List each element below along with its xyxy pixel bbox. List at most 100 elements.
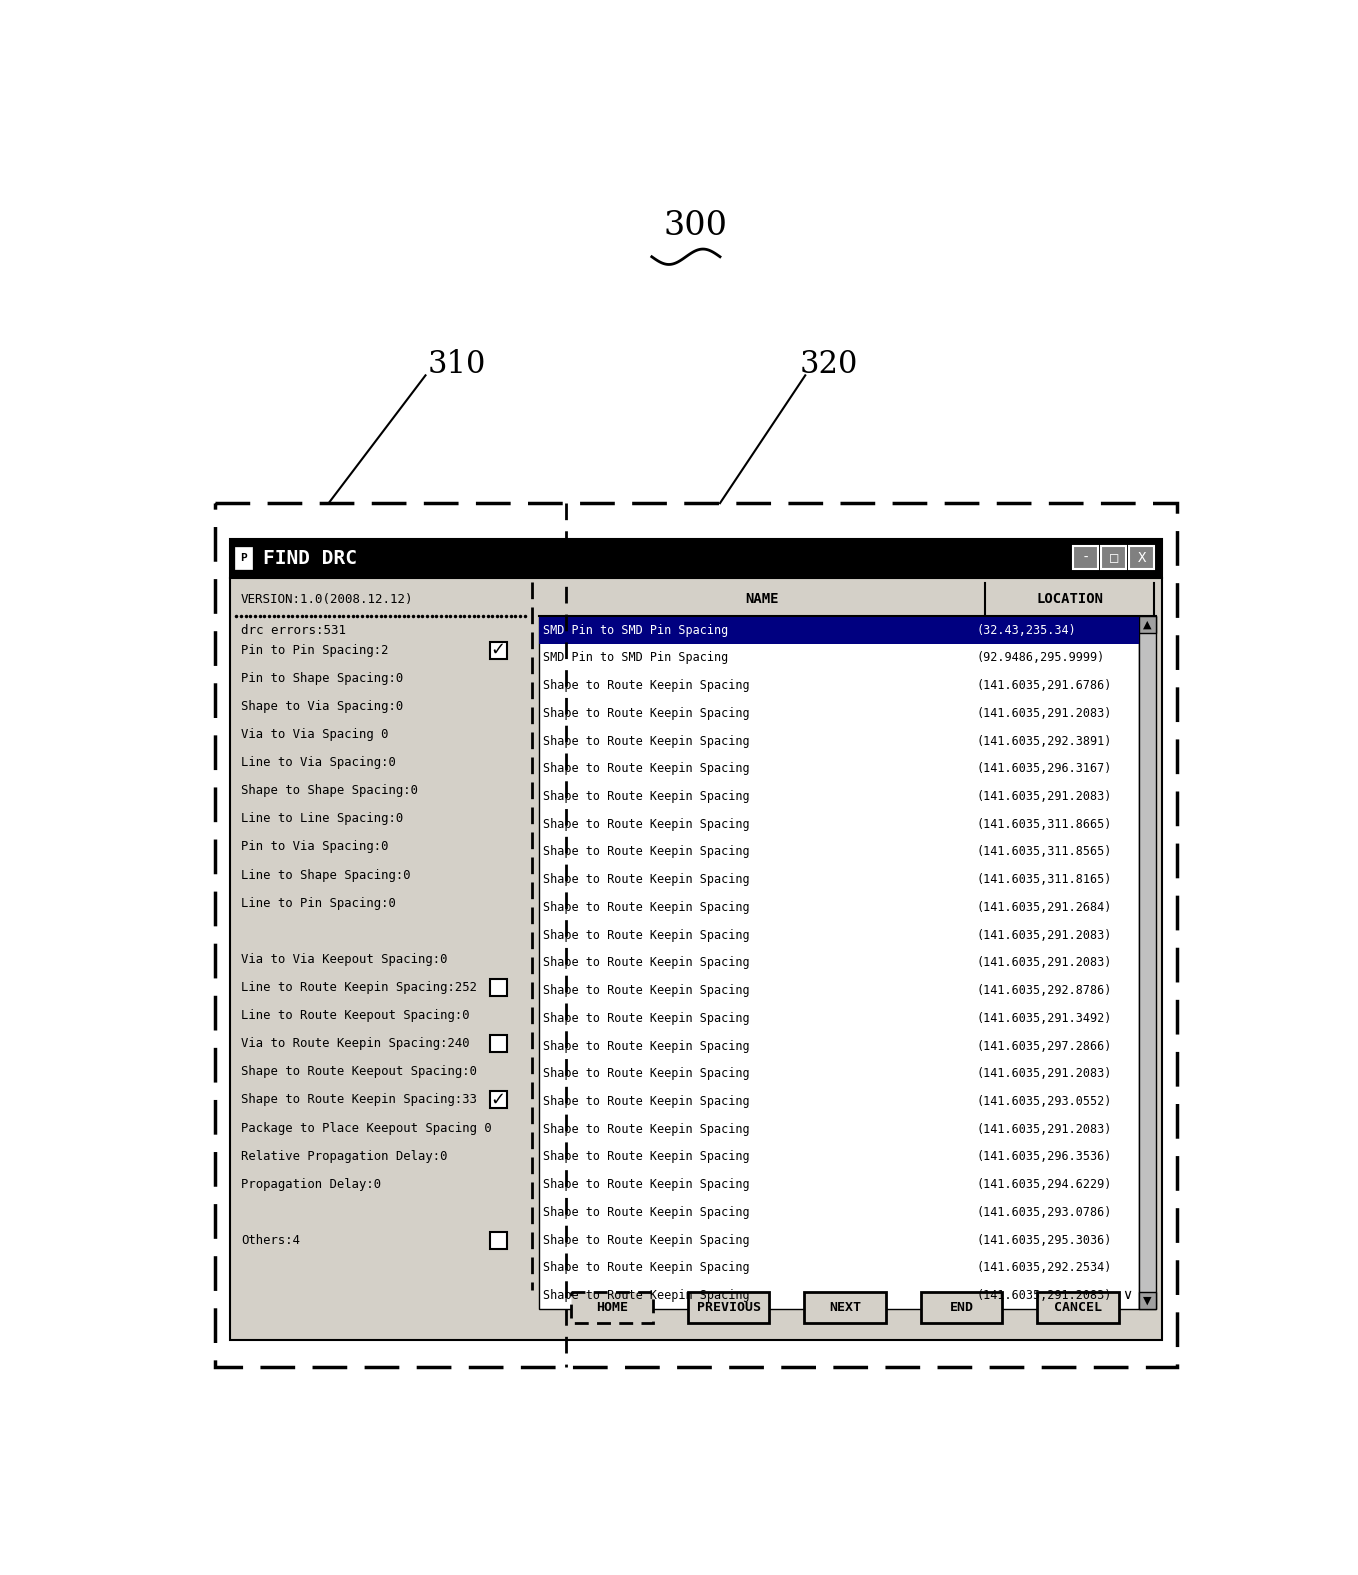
Bar bbox=[1101, 547, 1126, 570]
Text: Pin to Pin Spacing:2: Pin to Pin Spacing:2 bbox=[242, 644, 388, 657]
Text: Shape to Route Keepin Spacing: Shape to Route Keepin Spacing bbox=[543, 956, 750, 969]
Text: Shape to Route Keepin Spacing: Shape to Route Keepin Spacing bbox=[543, 1123, 750, 1136]
Text: (141.6035,291.2083): (141.6035,291.2083) bbox=[976, 791, 1112, 803]
Text: (141.6035,291.2083): (141.6035,291.2083) bbox=[976, 1123, 1112, 1136]
Text: Pin to Via Spacing:0: Pin to Via Spacing:0 bbox=[242, 841, 388, 854]
Text: X: X bbox=[1138, 551, 1146, 565]
Text: Shape to Route Keepin Spacing: Shape to Route Keepin Spacing bbox=[543, 1011, 750, 1025]
Bar bbox=[490, 980, 507, 995]
Bar bbox=[235, 547, 251, 569]
Bar bbox=[215, 502, 1177, 1367]
Text: (141.6035,291.6786): (141.6035,291.6786) bbox=[976, 679, 1112, 691]
Text: (141.6035,311.8165): (141.6035,311.8165) bbox=[976, 873, 1112, 887]
Text: Shape to Route Keepin Spacing: Shape to Route Keepin Spacing bbox=[543, 1262, 750, 1274]
Text: SMD Pin to SMD Pin Spacing: SMD Pin to SMD Pin Spacing bbox=[543, 652, 728, 665]
Bar bbox=[1073, 547, 1099, 570]
Bar bbox=[539, 581, 1156, 616]
Text: Shape to Route Keepin Spacing: Shape to Route Keepin Spacing bbox=[543, 1206, 750, 1219]
Text: SMD Pin to SMD Pin Spacing: SMD Pin to SMD Pin Spacing bbox=[543, 624, 728, 636]
Text: Shape to Route Keepin Spacing: Shape to Route Keepin Spacing bbox=[543, 1178, 750, 1191]
Text: 320: 320 bbox=[800, 350, 858, 380]
Bar bbox=[804, 1293, 885, 1323]
Text: (141.6035,291.2083): (141.6035,291.2083) bbox=[976, 707, 1112, 720]
Text: Shape to Route Keepin Spacing: Shape to Route Keepin Spacing bbox=[543, 901, 750, 914]
Text: (92.9486,295.9999): (92.9486,295.9999) bbox=[976, 652, 1105, 665]
Bar bbox=[539, 616, 1138, 1309]
Bar bbox=[572, 1293, 653, 1323]
Text: Shape to Route Keepin Spacing: Shape to Route Keepin Spacing bbox=[543, 929, 750, 942]
Bar bbox=[231, 578, 1161, 1340]
Text: Shape to Route Keepin Spacing: Shape to Route Keepin Spacing bbox=[543, 984, 750, 997]
Bar bbox=[490, 1232, 507, 1249]
Text: (32.43,235.34): (32.43,235.34) bbox=[976, 624, 1077, 636]
Text: (141.6035,292.8786): (141.6035,292.8786) bbox=[976, 984, 1112, 997]
Text: VERSION:1.0(2008.12.12): VERSION:1.0(2008.12.12) bbox=[242, 592, 414, 606]
Bar bbox=[490, 1035, 507, 1052]
Text: Relative Propagation Delay:0: Relative Propagation Delay:0 bbox=[242, 1150, 448, 1162]
Bar bbox=[1138, 616, 1156, 1309]
Text: Line to Route Keepout Spacing:0: Line to Route Keepout Spacing:0 bbox=[242, 1010, 470, 1022]
Text: Shape to Route Keepin Spacing:33: Shape to Route Keepin Spacing:33 bbox=[242, 1093, 477, 1106]
Bar bbox=[1130, 547, 1154, 570]
Text: Shape to Route Keepin Spacing: Shape to Route Keepin Spacing bbox=[543, 846, 750, 858]
Text: 310: 310 bbox=[428, 350, 486, 380]
Text: (141.6035,296.3536): (141.6035,296.3536) bbox=[976, 1150, 1112, 1164]
Text: Line to Line Spacing:0: Line to Line Spacing:0 bbox=[242, 813, 403, 825]
Text: Shape to Route Keepout Spacing:0: Shape to Route Keepout Spacing:0 bbox=[242, 1065, 477, 1079]
Text: Package to Place Keepout Spacing 0: Package to Place Keepout Spacing 0 bbox=[242, 1121, 492, 1134]
Text: Shape to Route Keepin Spacing: Shape to Route Keepin Spacing bbox=[543, 1150, 750, 1164]
Text: (141.6035,296.3167): (141.6035,296.3167) bbox=[976, 762, 1112, 775]
Text: Via to Via Keepout Spacing:0: Via to Via Keepout Spacing:0 bbox=[242, 953, 448, 965]
Text: ▼: ▼ bbox=[1143, 1296, 1152, 1306]
Text: PREVIOUS: PREVIOUS bbox=[697, 1301, 760, 1314]
Bar bbox=[231, 539, 1161, 578]
Text: (141.6035,291.2083): (141.6035,291.2083) bbox=[976, 929, 1112, 942]
Text: Via to Route Keepin Spacing:240: Via to Route Keepin Spacing:240 bbox=[242, 1038, 470, 1051]
Text: Shape to Route Keepin Spacing: Shape to Route Keepin Spacing bbox=[543, 1095, 750, 1107]
Text: ▲: ▲ bbox=[1143, 621, 1152, 630]
Text: □: □ bbox=[1109, 551, 1118, 565]
Text: ✓: ✓ bbox=[490, 1091, 507, 1109]
Text: -: - bbox=[1081, 551, 1090, 565]
Bar bbox=[1038, 1293, 1119, 1323]
Bar bbox=[490, 1091, 507, 1109]
Text: Shape to Route Keepin Spacing: Shape to Route Keepin Spacing bbox=[543, 762, 750, 775]
Text: Line to Pin Spacing:0: Line to Pin Spacing:0 bbox=[242, 896, 397, 910]
Text: Others:4: Others:4 bbox=[242, 1233, 300, 1247]
Text: (141.6035,291.2083): (141.6035,291.2083) bbox=[976, 956, 1112, 969]
Text: (141.6035,311.8665): (141.6035,311.8665) bbox=[976, 817, 1112, 830]
Text: END: END bbox=[949, 1301, 974, 1314]
Text: Line to Via Spacing:0: Line to Via Spacing:0 bbox=[242, 756, 397, 769]
Text: HOME: HOME bbox=[596, 1301, 629, 1314]
Text: Shape to Shape Spacing:0: Shape to Shape Spacing:0 bbox=[242, 784, 418, 797]
Text: Shape to Route Keepin Spacing: Shape to Route Keepin Spacing bbox=[543, 707, 750, 720]
Text: Shape to Route Keepin Spacing: Shape to Route Keepin Spacing bbox=[543, 679, 750, 691]
Text: (141.6035,291.2684): (141.6035,291.2684) bbox=[976, 901, 1112, 914]
Text: (141.6035,297.2866): (141.6035,297.2866) bbox=[976, 1040, 1112, 1052]
Text: NAME: NAME bbox=[746, 592, 778, 606]
Text: Shape to Route Keepin Spacing: Shape to Route Keepin Spacing bbox=[543, 817, 750, 830]
Text: (141.6035,293.0786): (141.6035,293.0786) bbox=[976, 1206, 1112, 1219]
Text: drc errors:531: drc errors:531 bbox=[242, 624, 346, 636]
Text: Shape to Via Spacing:0: Shape to Via Spacing:0 bbox=[242, 699, 403, 713]
Bar bbox=[689, 1293, 770, 1323]
Text: LOCATION: LOCATION bbox=[1036, 592, 1104, 606]
Text: Line to Shape Spacing:0: Line to Shape Spacing:0 bbox=[242, 868, 410, 882]
Text: P: P bbox=[240, 553, 247, 562]
Text: NEXT: NEXT bbox=[830, 1301, 861, 1314]
Text: ∨: ∨ bbox=[1123, 1288, 1133, 1303]
Text: FIND DRC: FIND DRC bbox=[262, 550, 357, 569]
Text: Shape to Route Keepin Spacing: Shape to Route Keepin Spacing bbox=[543, 734, 750, 748]
Text: (141.6035,292.2534): (141.6035,292.2534) bbox=[976, 1262, 1112, 1274]
Bar bbox=[490, 641, 507, 658]
Bar bbox=[539, 616, 1138, 644]
Text: Via to Via Spacing 0: Via to Via Spacing 0 bbox=[242, 728, 388, 742]
Text: ✓: ✓ bbox=[490, 641, 507, 660]
Text: Shape to Route Keepin Spacing: Shape to Route Keepin Spacing bbox=[543, 1233, 750, 1246]
Text: CANCEL: CANCEL bbox=[1054, 1301, 1103, 1314]
Text: (141.6035,291.3492): (141.6035,291.3492) bbox=[976, 1011, 1112, 1025]
Text: Line to Route Keepin Spacing:252: Line to Route Keepin Spacing:252 bbox=[242, 981, 477, 994]
Text: (141.6035,292.3891): (141.6035,292.3891) bbox=[976, 734, 1112, 748]
Bar bbox=[1138, 1293, 1156, 1309]
Text: (141.6035,295.3036): (141.6035,295.3036) bbox=[976, 1233, 1112, 1246]
